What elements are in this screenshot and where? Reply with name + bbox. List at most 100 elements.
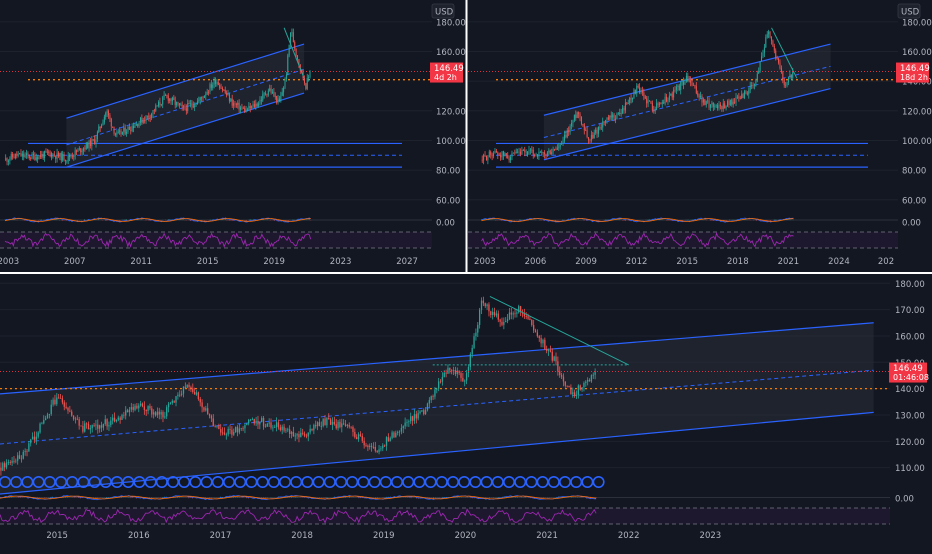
candle-body bbox=[550, 350, 551, 352]
candle-body bbox=[496, 314, 497, 316]
candle-body bbox=[505, 321, 506, 322]
candle-body bbox=[341, 423, 342, 427]
candle-body bbox=[748, 90, 749, 94]
candle-body bbox=[642, 90, 643, 92]
candle-body bbox=[30, 440, 31, 444]
candle-body bbox=[125, 410, 126, 415]
candle-body bbox=[378, 449, 379, 452]
candle-body bbox=[91, 139, 92, 146]
macd-histogram-bar bbox=[162, 497, 163, 498]
candle-body bbox=[229, 429, 230, 430]
candle-body bbox=[728, 101, 729, 105]
candle-body bbox=[553, 149, 554, 152]
candle-body bbox=[308, 432, 309, 436]
candle-body bbox=[477, 325, 478, 333]
candle-body bbox=[29, 155, 30, 158]
candle-body bbox=[149, 406, 150, 408]
candle-body bbox=[503, 151, 504, 156]
candle-body bbox=[98, 127, 99, 132]
candle-body bbox=[297, 55, 298, 59]
candle-body bbox=[139, 123, 140, 126]
candle-body bbox=[94, 140, 95, 144]
candle-body bbox=[546, 349, 547, 351]
candle-body bbox=[190, 103, 191, 104]
macd-histogram-bar bbox=[125, 219, 126, 220]
candle-body bbox=[565, 381, 566, 385]
candle-body bbox=[517, 152, 518, 153]
candle-body bbox=[561, 143, 562, 144]
candle-body bbox=[24, 451, 25, 452]
candle-body bbox=[789, 74, 790, 77]
candle-body bbox=[723, 103, 724, 109]
time-axis-label: 2015 bbox=[197, 257, 219, 267]
macd-histogram-bar bbox=[358, 498, 359, 499]
candle-body bbox=[612, 115, 613, 118]
candle-body bbox=[175, 100, 176, 105]
macd-histogram-bar bbox=[325, 498, 326, 499]
candle-body bbox=[765, 37, 766, 47]
candle-body bbox=[99, 425, 100, 428]
macd-histogram-bar bbox=[668, 220, 669, 221]
candle-body bbox=[52, 400, 53, 405]
candle-body bbox=[696, 86, 697, 93]
candle-body bbox=[95, 425, 96, 426]
candle-body bbox=[232, 99, 233, 106]
candle-body bbox=[69, 411, 70, 412]
candle-body bbox=[492, 312, 493, 315]
candle-body bbox=[15, 154, 16, 158]
time-axis-label: 2017 bbox=[210, 531, 232, 541]
candle-body bbox=[485, 303, 486, 306]
candle-body bbox=[298, 434, 299, 437]
candle-body bbox=[84, 148, 85, 149]
candle-body bbox=[701, 96, 702, 103]
candle-body bbox=[343, 423, 344, 424]
time-axis-label: 2019 bbox=[373, 531, 395, 541]
macd-histogram-bar bbox=[246, 220, 247, 221]
candle-body bbox=[460, 373, 461, 378]
candle-body bbox=[289, 429, 290, 434]
candle-body bbox=[243, 108, 244, 109]
candle-body bbox=[246, 109, 247, 112]
time-axis-label: 2012 bbox=[626, 257, 648, 267]
candle-body bbox=[244, 425, 245, 428]
candle-body bbox=[177, 395, 178, 396]
macd-histogram-bar bbox=[132, 498, 133, 499]
candle-body bbox=[229, 94, 230, 101]
candle-body bbox=[663, 102, 664, 103]
time-axis-label: 2006 bbox=[525, 257, 547, 267]
candle-body bbox=[347, 425, 348, 426]
candle-body bbox=[284, 79, 285, 87]
candle-body bbox=[365, 445, 366, 446]
candle-body bbox=[578, 385, 579, 394]
candle-body bbox=[791, 74, 792, 77]
candle-body bbox=[652, 103, 653, 110]
candle-body bbox=[412, 416, 413, 420]
candle-body bbox=[110, 421, 111, 426]
candle-body bbox=[90, 428, 91, 429]
macd-histogram-bar bbox=[231, 220, 232, 221]
candle-body bbox=[172, 401, 173, 403]
macd-histogram-bar bbox=[349, 497, 350, 498]
candle-body bbox=[56, 398, 57, 405]
candle-body bbox=[662, 102, 663, 103]
candle-body bbox=[313, 425, 314, 430]
candle-body bbox=[319, 422, 320, 426]
candle-body bbox=[225, 90, 226, 93]
candle-body bbox=[399, 432, 400, 433]
candle-body bbox=[280, 427, 281, 430]
candle-body bbox=[768, 32, 769, 35]
candle-body bbox=[453, 370, 454, 371]
candle-body bbox=[61, 153, 62, 161]
candle-body bbox=[121, 131, 122, 135]
candle-body bbox=[126, 132, 127, 134]
candle-body bbox=[438, 381, 439, 388]
candle-body bbox=[239, 428, 240, 432]
candle-body bbox=[707, 101, 708, 102]
candle-body bbox=[84, 423, 85, 431]
candle-body bbox=[162, 412, 163, 417]
candle-body bbox=[658, 103, 659, 105]
candle-body bbox=[259, 100, 260, 103]
candle-body bbox=[380, 448, 381, 449]
candle-body bbox=[39, 155, 40, 159]
